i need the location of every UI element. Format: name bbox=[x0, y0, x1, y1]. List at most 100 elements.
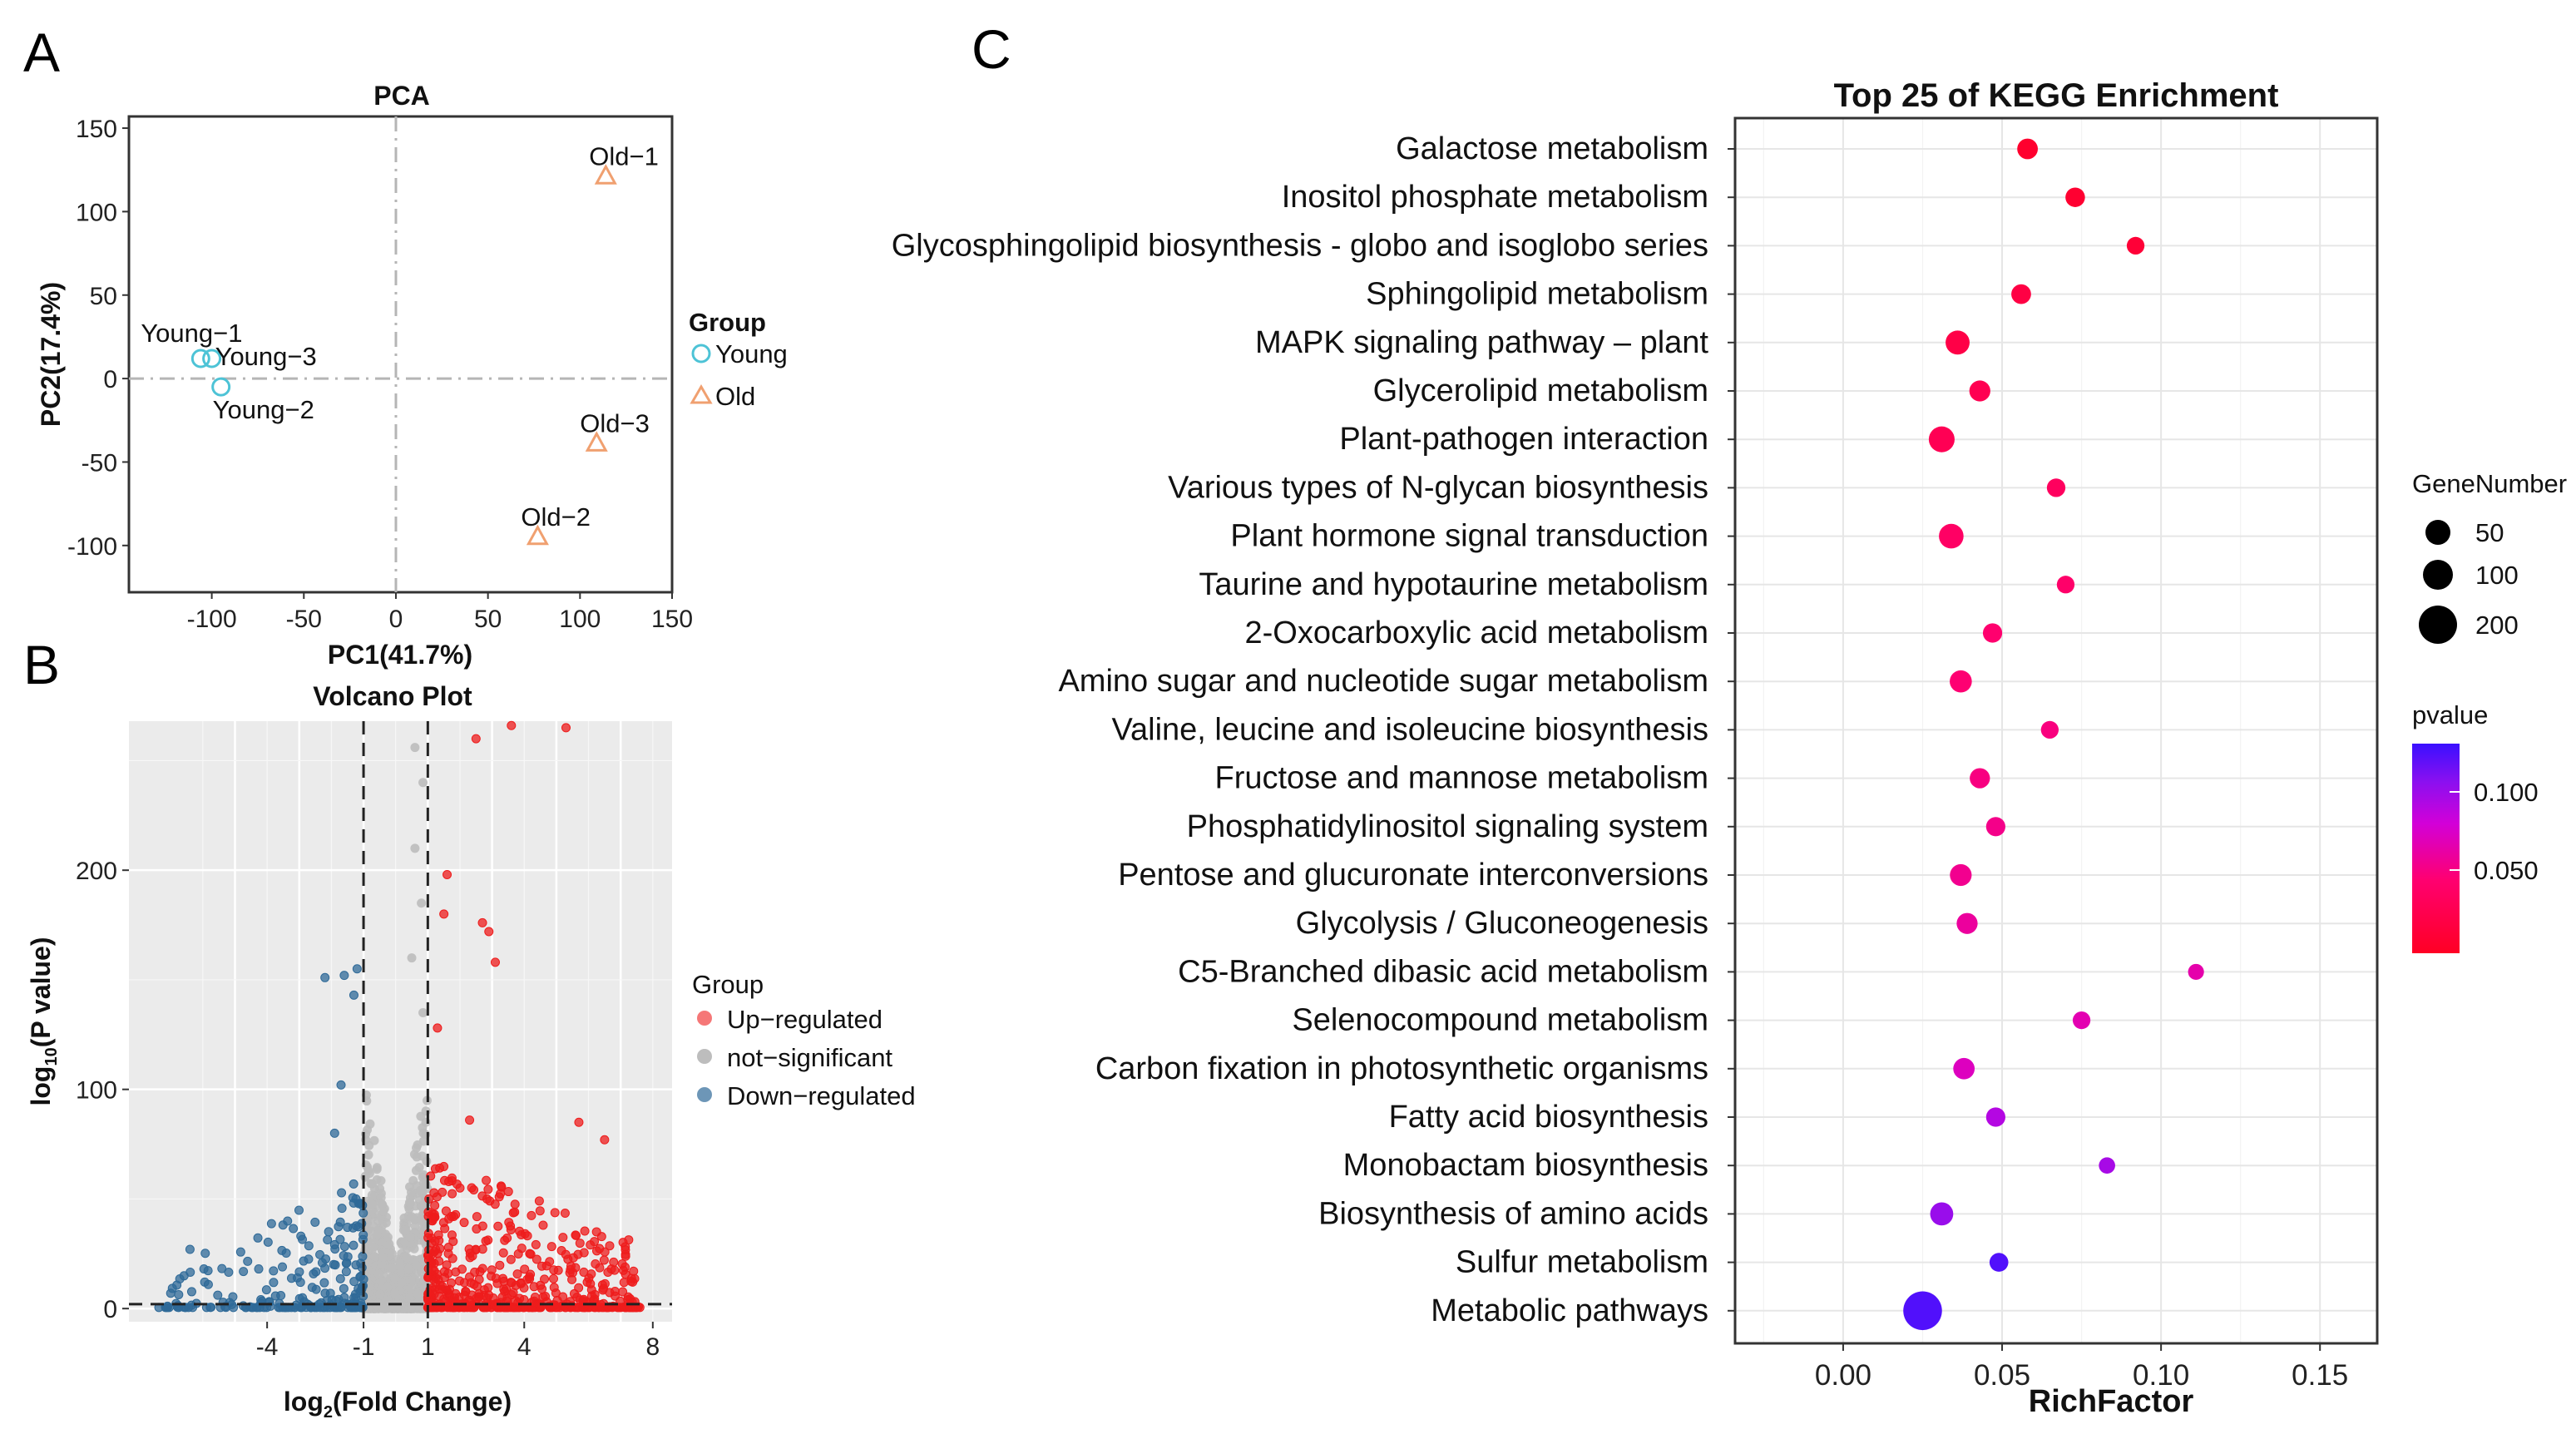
kegg-point bbox=[2056, 576, 2075, 594]
volcano-point-down bbox=[298, 1234, 308, 1244]
pca-axis-ticks: -100 -50 0 50 100 150 150 100 50 0 -50 -100 bbox=[67, 116, 693, 633]
volcano-point-up bbox=[435, 1280, 445, 1290]
volcano-point-down bbox=[235, 1247, 245, 1257]
volcano-legend-up-marker bbox=[697, 1011, 712, 1026]
volcano-point-up bbox=[595, 1244, 605, 1254]
volcano-point-ns bbox=[406, 1283, 416, 1293]
volcano-point-up bbox=[465, 1115, 475, 1125]
volcano-point-up bbox=[490, 957, 500, 967]
volcano-point-ns bbox=[415, 1185, 425, 1195]
volcano-point-up bbox=[628, 1277, 638, 1287]
kegg-x-tick-label: 0.00 bbox=[1815, 1359, 1871, 1392]
volcano-point-down bbox=[200, 1249, 210, 1259]
volcano-point-ns bbox=[368, 1221, 378, 1231]
volcano-point-ns bbox=[412, 1152, 422, 1162]
pca-panel: A PCA -100 -50 0 50 100 150 150 100 50 0 -50 -100 Y… bbox=[23, 22, 788, 670]
volcano-point-up bbox=[454, 1276, 464, 1286]
kegg-category-label: Inositol phosphate metabolism bbox=[1282, 180, 1708, 215]
pvalue-legend-0100-label: 0.100 bbox=[2474, 778, 2539, 807]
volcano-point-down bbox=[277, 1245, 287, 1255]
volcano-point-down bbox=[304, 1254, 314, 1264]
volcano-point-up bbox=[493, 1221, 503, 1231]
pca-point-label: Old−3 bbox=[580, 408, 650, 438]
volcano-point-down bbox=[337, 1188, 347, 1198]
volcano-point-up bbox=[469, 1184, 479, 1194]
kegg-category-label: Various types of N-glycan biosynthesis bbox=[1168, 470, 1708, 505]
volcano-point-down bbox=[334, 1222, 344, 1232]
volcano-point-ns bbox=[375, 1289, 385, 1299]
volcano-point-up bbox=[548, 1273, 558, 1283]
volcano-point-up bbox=[571, 1263, 581, 1273]
volcano-point-up bbox=[538, 1220, 548, 1230]
pca-point-young bbox=[202, 349, 222, 368]
kegg-point bbox=[2011, 284, 2031, 304]
volcano-x-tick-label: 8 bbox=[645, 1333, 660, 1361]
volcano-point-ns bbox=[418, 778, 428, 788]
volcano-legend-ns-marker bbox=[697, 1049, 712, 1064]
volcano-point-up bbox=[560, 1209, 570, 1219]
pca-y-tick-label: 100 bbox=[76, 199, 117, 226]
volcano-point-down bbox=[348, 1193, 358, 1203]
volcano-point-up bbox=[488, 1293, 498, 1303]
volcano-point-ns bbox=[410, 843, 420, 853]
volcano-point-up bbox=[472, 1212, 482, 1222]
pvalue-legend-title: pvalue bbox=[2412, 700, 2488, 729]
volcano-point-up bbox=[516, 1278, 526, 1288]
kegg-category-label: C5-Branched dibasic acid metabolism bbox=[1178, 954, 1708, 989]
volcano-x-axis-label: log2(Fold Change) bbox=[284, 1387, 512, 1422]
volcano-point-ns bbox=[418, 1007, 428, 1017]
pca-y-tick-label: 0 bbox=[103, 366, 117, 393]
volcano-point-up bbox=[574, 1117, 584, 1127]
kegg-x-tick-label: 0.05 bbox=[1974, 1359, 2030, 1392]
volcano-point-up bbox=[538, 1292, 548, 1302]
volcano-point-up bbox=[440, 1273, 450, 1283]
kegg-point bbox=[1950, 670, 1972, 693]
volcano-point-down bbox=[358, 1252, 368, 1262]
volcano-point-up bbox=[527, 1210, 536, 1220]
gene-number-legend-50-dot bbox=[2425, 520, 2450, 545]
volcano-point-up bbox=[433, 1249, 443, 1259]
pvalue-legend-0050-label: 0.050 bbox=[2474, 856, 2539, 885]
pca-y-tick-label: -100 bbox=[67, 533, 117, 561]
volcano-point-down bbox=[310, 1217, 320, 1227]
volcano-point-up bbox=[490, 1199, 500, 1209]
volcano-point-down bbox=[324, 1227, 334, 1237]
volcano-point-up bbox=[430, 1212, 440, 1222]
volcano-point-up bbox=[617, 1259, 627, 1268]
pca-plot-area bbox=[127, 115, 674, 594]
volcano-point-up bbox=[586, 1269, 596, 1279]
kegg-x-tick-label: 0.15 bbox=[2292, 1359, 2348, 1392]
kegg-point bbox=[1970, 768, 1990, 789]
kegg-category-label: Metabolic pathways bbox=[1431, 1293, 1708, 1328]
volcano-point-ns bbox=[405, 1199, 415, 1209]
pca-point-label: Young−1 bbox=[141, 319, 242, 348]
volcano-point-down bbox=[266, 1219, 276, 1229]
volcano-point-up bbox=[579, 1267, 589, 1277]
volcano-point-ns bbox=[418, 1128, 428, 1138]
volcano-point-down bbox=[314, 1299, 324, 1309]
kegg-point bbox=[2126, 236, 2145, 255]
volcano-point-ns bbox=[378, 1252, 388, 1262]
kegg-category-label: Monobactam biosynthesis bbox=[1343, 1148, 1708, 1183]
volcano-x-tick-label: -1 bbox=[353, 1333, 375, 1361]
volcano-legend-down-label: Down−regulated bbox=[727, 1081, 916, 1110]
volcano-point-down bbox=[323, 1235, 333, 1245]
volcano-point-down bbox=[311, 1267, 321, 1277]
panel-letter-c: C bbox=[972, 18, 1011, 80]
volcano-point-up bbox=[573, 1249, 583, 1259]
pca-y-tick-label: 50 bbox=[90, 283, 117, 310]
volcano-point-up bbox=[434, 1235, 444, 1245]
volcano-point-up bbox=[599, 1255, 609, 1265]
volcano-point-up bbox=[590, 1294, 600, 1304]
kegg-point bbox=[1953, 1057, 1975, 1080]
kegg-point bbox=[2072, 1011, 2091, 1030]
kegg-point bbox=[2188, 963, 2204, 980]
volcano-point-up bbox=[477, 1191, 487, 1201]
kegg-category-label: Fatty acid biosynthesis bbox=[1389, 1100, 1708, 1135]
volcano-point-down bbox=[294, 1205, 304, 1215]
volcano-point-up bbox=[429, 1188, 439, 1198]
kegg-category-label: MAPK signaling pathway – plant bbox=[1255, 325, 1708, 360]
volcano-point-up bbox=[546, 1242, 556, 1252]
volcano-point-ns bbox=[410, 743, 420, 753]
kegg-point bbox=[1969, 380, 1990, 402]
